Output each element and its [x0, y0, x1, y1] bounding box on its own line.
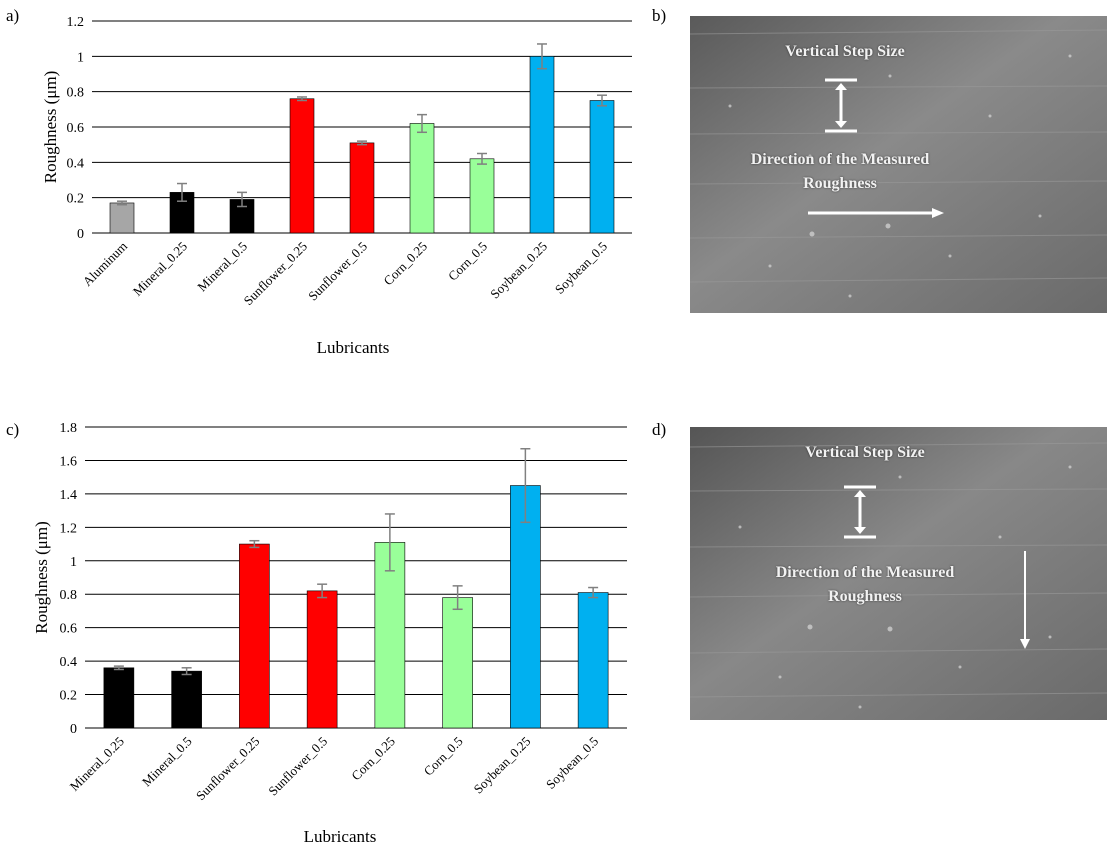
x-tick-label: Corn_0.5 [445, 239, 490, 284]
y-tick-label: 1.2 [67, 15, 85, 30]
direction-label-b-line1: Direction of the Measured [750, 151, 930, 168]
bar [109, 202, 135, 234]
bar [171, 670, 202, 729]
direction-arrow-d [1020, 551, 1030, 649]
y-axis-title: Roughness (μm) [41, 71, 60, 184]
y-tick-label: 1.4 [60, 488, 78, 503]
vertical-step-marker-b [825, 78, 857, 133]
y-tick-label: 1 [77, 50, 84, 65]
bar [239, 543, 270, 729]
y-tick-label: 0.4 [67, 156, 85, 171]
bar [510, 485, 541, 729]
x-tick-label: Soybean_0.5 [543, 734, 601, 792]
x-tick-label: Sunflower_0.25 [193, 734, 263, 804]
direction-label-d-line1: Direction of the Measured [775, 564, 955, 581]
step-size-label-b: Vertical Step Size [785, 43, 905, 60]
chart-a: 0 0.2 0.4 0.6 0.8 1 1.2 Aluminum Mineral_0.25 Min… [41, 15, 632, 357]
x-tick-label: Mineral_0.25 [130, 239, 190, 299]
sem-texture-d [690, 427, 1107, 720]
y-tick-label: 0.4 [60, 655, 78, 670]
y-tick-label: 0.2 [67, 192, 85, 207]
bar [577, 592, 609, 729]
bar [409, 123, 435, 234]
y-tick-label: 0.6 [60, 622, 78, 637]
x-tick-label: Mineral_0.5 [194, 239, 250, 295]
panel-label-a: a) [6, 6, 20, 25]
x-tick-label: Soybean_0.5 [552, 239, 610, 297]
x-axis-title: Lubricants [304, 827, 377, 845]
panel-label-c: c) [6, 420, 20, 439]
x-tick-label: Soybean_0.25 [471, 734, 534, 797]
bar [442, 597, 473, 729]
y-tick-label: 1.2 [60, 521, 78, 536]
y-tick-label: 0.2 [60, 689, 78, 704]
y-tick-label: 0 [77, 227, 84, 242]
x-tick-label: Mineral_0.25 [67, 734, 127, 794]
x-tick-label: Corn_0.25 [348, 734, 398, 784]
direction-arrow-b [808, 208, 944, 218]
bar [469, 158, 495, 234]
sem-texture-b [690, 16, 1107, 313]
x-tick-label: Aluminum [80, 239, 130, 289]
x-tick-label: Corn_0.25 [380, 239, 430, 289]
direction-label-b-line2: Roughness [803, 175, 877, 192]
panel-label-d: d) [652, 420, 667, 439]
step-size-label-d: Vertical Step Size [805, 444, 925, 461]
y-axis-title: Roughness (μm) [32, 521, 51, 634]
y-tick-label: 1.6 [60, 454, 78, 469]
y-tick-label: 0.8 [60, 588, 78, 603]
bar [103, 667, 135, 729]
direction-label-d-line2: Roughness [828, 588, 902, 605]
bar [289, 98, 315, 234]
x-tick-label: Sunflower_0.25 [241, 239, 311, 309]
x-tick-label: Sunflower_0.5 [305, 239, 370, 304]
x-tick-label: Mineral_0.5 [139, 734, 195, 790]
bar [529, 56, 555, 234]
bar [589, 100, 615, 234]
y-tick-label: 1.8 [60, 421, 78, 436]
x-tick-label: Soybean_0.25 [487, 239, 550, 302]
y-tick-label: 1 [70, 555, 77, 570]
vertical-step-marker-d [844, 485, 876, 539]
panel-label-b: b) [652, 6, 667, 25]
y-tick-label: 0 [70, 722, 77, 737]
bar [349, 142, 375, 234]
sem-image-d: Vertical Step Size Direction of the Meas… [690, 427, 1107, 720]
y-tick-label: 0.8 [67, 86, 85, 101]
x-tick-label: Corn_0.5 [421, 734, 466, 779]
sem-image-b: Vertical Step Size Direction of the Meas… [690, 16, 1107, 313]
y-tick-label: 0.6 [67, 121, 85, 136]
bar [306, 590, 338, 729]
x-tick-label: Sunflower_0.5 [265, 734, 330, 799]
chart-c: 0 0.2 0.4 0.6 0.8 1 1.2 1.4 1.6 1.8 Mineral_0.25 Mi… [32, 421, 627, 845]
x-axis-title: Lubricants [317, 338, 390, 357]
bar [374, 542, 406, 729]
